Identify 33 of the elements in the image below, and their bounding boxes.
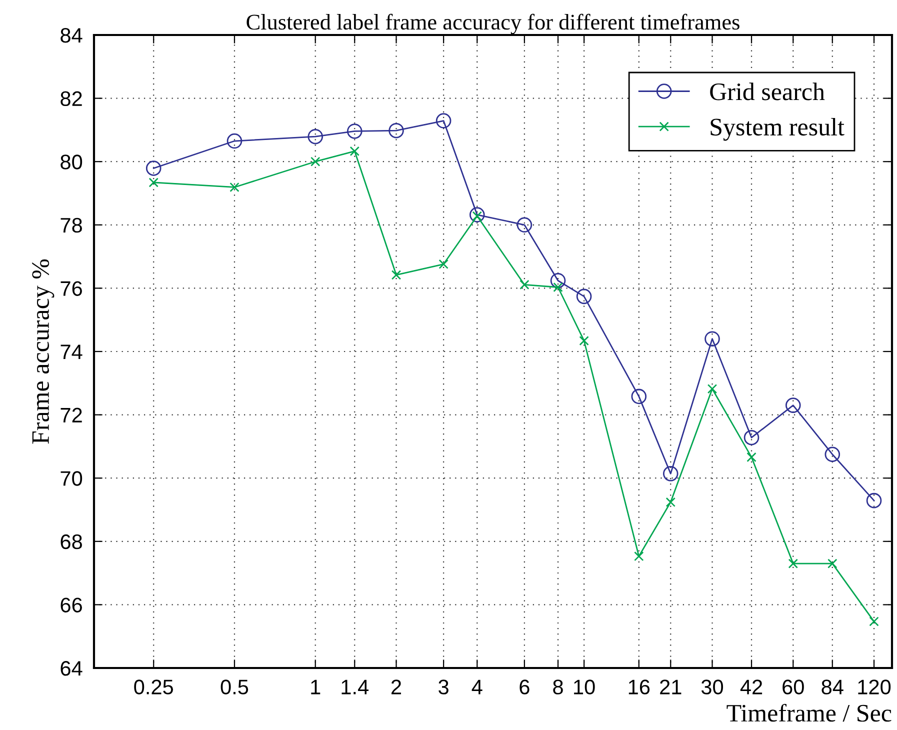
x-tick-label: 0.5 (220, 680, 248, 694)
x-tick-label: 10 (574, 680, 595, 694)
x-tick-label: 60 (782, 680, 804, 694)
x-tick-label: 2 (392, 680, 401, 694)
y-tick-label: 74 (60, 344, 82, 360)
x-tick-label: 1.4 (342, 680, 369, 694)
chart-title: Clustered label frame accuracy for different timeframes (246, 14, 740, 34)
x-tick-label: 4 (472, 680, 482, 694)
y-tick-label: 68 (60, 534, 82, 550)
y-tick-label: 66 (60, 598, 82, 612)
y-axis-title: Frame accuracy % (32, 259, 54, 444)
x-tick-label: 8 (553, 680, 563, 694)
x-tick-label: 16 (628, 680, 650, 694)
x-tick-label: 21 (660, 680, 682, 694)
y-tick-label: 70 (60, 471, 82, 486)
y-tick-label: 72 (60, 408, 82, 422)
y-tick-label: 82 (60, 91, 82, 106)
x-tick-label: 84 (822, 680, 844, 694)
y-tick-label: 78 (60, 218, 82, 233)
y-tick-label: 80 (60, 154, 82, 170)
x-tick-label: 42 (740, 680, 762, 694)
x-tick-label: 30 (701, 680, 724, 694)
legend-label: Grid search (710, 82, 825, 100)
x-tick-label: 3 (438, 680, 448, 694)
x-tick-label: 0.25 (134, 680, 174, 694)
y-tick-label: 64 (60, 661, 82, 676)
y-tick-label: 76 (60, 281, 82, 296)
x-tick-label: 120 (858, 680, 891, 694)
y-tick-label: 84 (60, 28, 82, 43)
x-axis-title: Timeframe / Sec (726, 704, 892, 722)
x-tick-label: 1 (311, 680, 320, 694)
legend-label: System result (710, 118, 844, 141)
x-tick-label: 6 (520, 680, 530, 694)
